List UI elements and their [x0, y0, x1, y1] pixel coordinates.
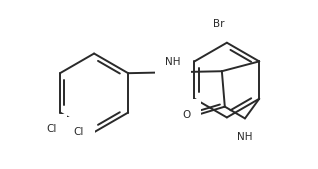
Text: NH: NH [237, 132, 253, 142]
Text: Br: Br [213, 19, 225, 29]
Text: H: H [171, 55, 178, 64]
Text: Cl: Cl [74, 127, 84, 137]
Text: NH: NH [165, 57, 181, 67]
Text: Cl: Cl [45, 122, 55, 132]
Text: O: O [182, 110, 190, 119]
Text: Cl: Cl [74, 127, 84, 137]
Text: Cl: Cl [47, 124, 57, 134]
